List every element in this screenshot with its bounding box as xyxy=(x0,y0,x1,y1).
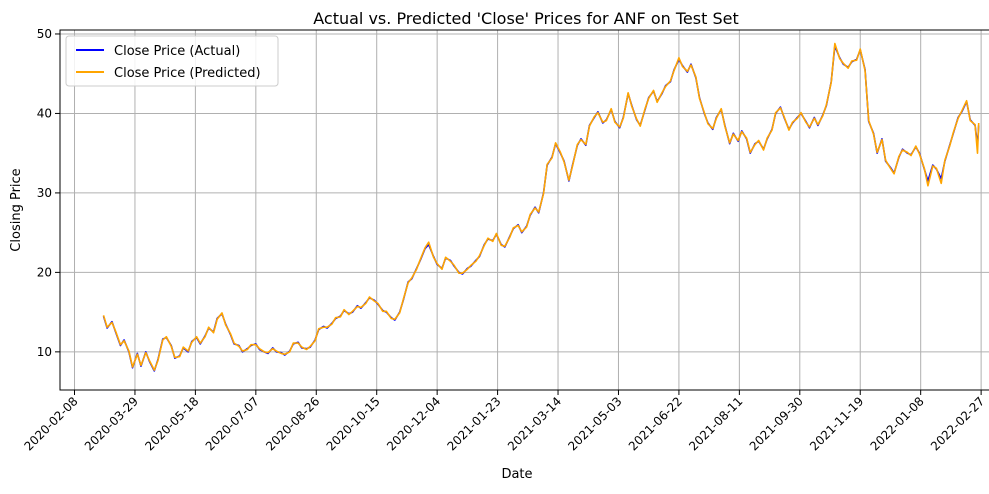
legend-label-actual: Close Price (Actual) xyxy=(114,44,240,59)
y-tick-label: 40 xyxy=(37,106,52,120)
y-tick-label: 20 xyxy=(37,265,52,279)
legend-box xyxy=(65,35,279,87)
grid-lines xyxy=(60,30,989,390)
series-line-predicted xyxy=(102,42,980,371)
y-axis-label: Closing Price xyxy=(9,168,24,251)
y-tick-label: 10 xyxy=(37,345,52,359)
chart-title: Actual vs. Predicted 'Close' Prices for … xyxy=(313,9,738,28)
series-layer xyxy=(102,42,980,372)
legend: Close Price (Actual) Close Price (Predic… xyxy=(65,35,279,87)
legend-label-predicted: Close Price (Predicted) xyxy=(114,66,261,81)
y-tick-label: 30 xyxy=(37,186,52,200)
x-axis-label: Date xyxy=(501,467,532,482)
plot-frame xyxy=(59,29,989,391)
y-tick-label: 50 xyxy=(37,27,52,41)
y-axis: 10 20 30 40 50 xyxy=(37,27,60,359)
